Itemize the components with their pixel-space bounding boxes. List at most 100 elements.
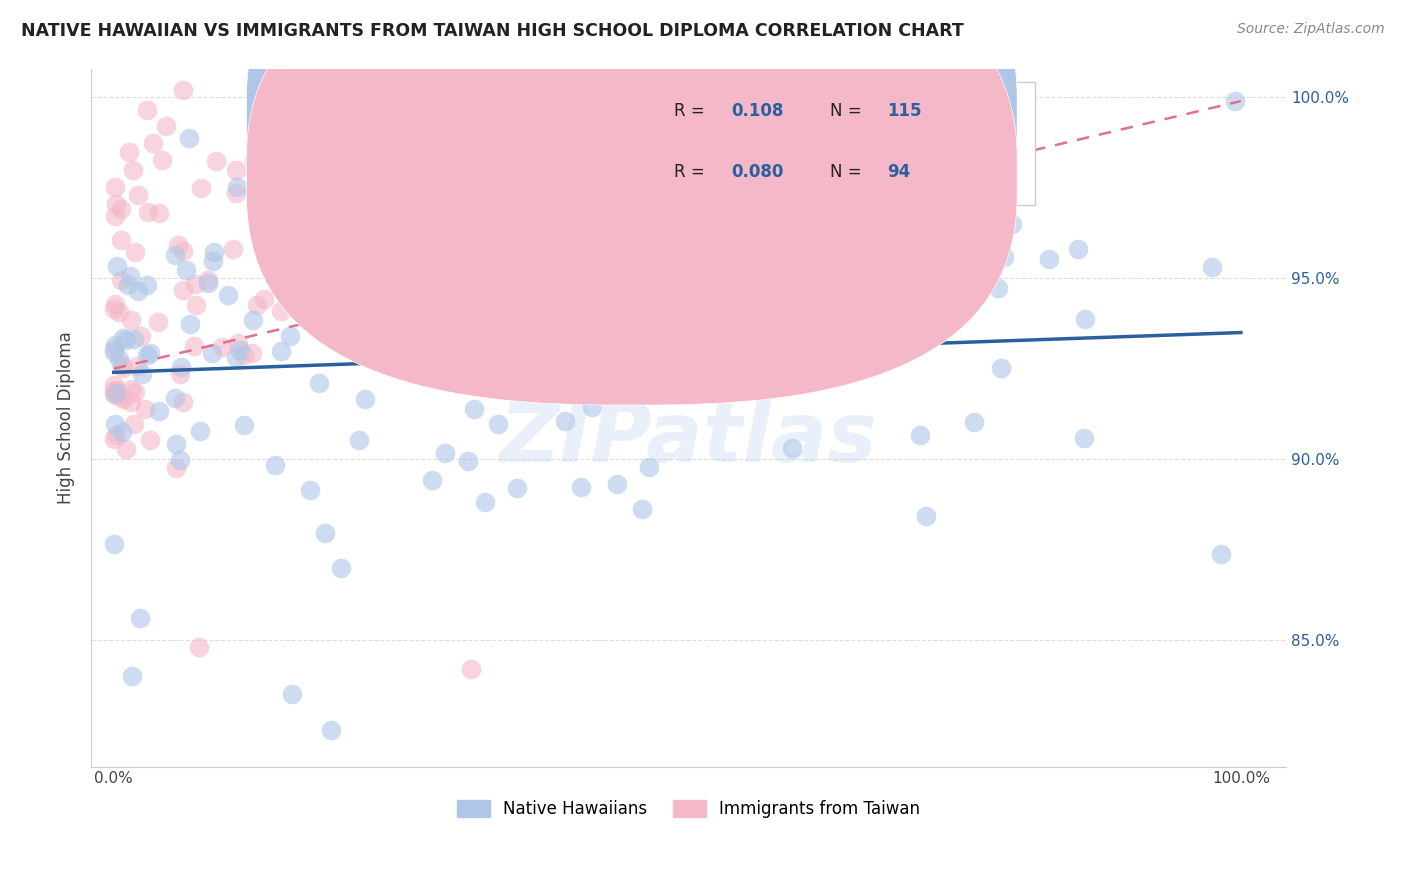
Point bbox=[110, 273, 132, 287]
Point bbox=[599, 349, 621, 363]
Point bbox=[229, 343, 252, 357]
Point bbox=[915, 508, 938, 523]
Point bbox=[858, 319, 880, 334]
Point bbox=[136, 205, 159, 219]
Point bbox=[165, 391, 187, 405]
Point bbox=[481, 194, 503, 209]
Point bbox=[217, 288, 239, 302]
Point bbox=[205, 154, 228, 169]
Point bbox=[1211, 547, 1233, 561]
Point bbox=[111, 425, 134, 439]
Point bbox=[1001, 217, 1024, 231]
Point bbox=[270, 343, 292, 358]
Point bbox=[188, 640, 211, 655]
Text: 94: 94 bbox=[887, 162, 910, 181]
Point bbox=[136, 277, 159, 292]
Text: R =: R = bbox=[675, 102, 710, 120]
Point bbox=[125, 359, 148, 374]
Text: N =: N = bbox=[830, 102, 866, 120]
Point bbox=[416, 310, 439, 325]
Point bbox=[129, 328, 152, 343]
Point bbox=[139, 346, 162, 360]
Point bbox=[717, 222, 740, 236]
Point bbox=[311, 304, 333, 318]
Point bbox=[299, 483, 322, 498]
Point bbox=[104, 180, 127, 194]
Point bbox=[104, 417, 127, 431]
Point bbox=[122, 163, 145, 178]
Point bbox=[416, 192, 439, 206]
Point bbox=[169, 453, 191, 467]
Point bbox=[135, 348, 157, 362]
Point bbox=[970, 112, 993, 127]
Point bbox=[605, 308, 627, 322]
Point bbox=[478, 258, 501, 272]
Point bbox=[105, 260, 128, 274]
Point bbox=[340, 165, 363, 179]
Text: 0.108: 0.108 bbox=[731, 102, 785, 120]
Text: N =: N = bbox=[830, 162, 866, 181]
Point bbox=[1067, 242, 1090, 256]
Point bbox=[170, 359, 193, 374]
Point bbox=[134, 402, 156, 417]
Point bbox=[115, 442, 138, 456]
Point bbox=[104, 337, 127, 351]
Point bbox=[987, 281, 1010, 295]
Point bbox=[172, 83, 194, 97]
Point bbox=[112, 360, 135, 375]
Point bbox=[1074, 312, 1097, 326]
Point bbox=[423, 184, 446, 198]
Point bbox=[124, 417, 146, 431]
Point bbox=[949, 274, 972, 288]
Point bbox=[605, 373, 627, 387]
Point bbox=[354, 277, 377, 292]
Point bbox=[127, 284, 149, 298]
FancyBboxPatch shape bbox=[246, 0, 1017, 405]
Point bbox=[496, 231, 519, 245]
Point bbox=[242, 312, 264, 326]
Point bbox=[252, 292, 274, 306]
Point bbox=[1201, 260, 1223, 275]
Point bbox=[434, 168, 457, 182]
Point bbox=[602, 347, 624, 361]
Point bbox=[169, 367, 191, 381]
Point bbox=[318, 125, 340, 139]
Point bbox=[110, 233, 132, 247]
Point bbox=[506, 481, 529, 495]
Point bbox=[117, 278, 139, 293]
Point bbox=[184, 298, 207, 312]
Point bbox=[434, 445, 457, 459]
Point bbox=[232, 348, 254, 362]
Point bbox=[463, 401, 485, 416]
Point bbox=[165, 461, 187, 475]
Point bbox=[104, 209, 127, 223]
Point bbox=[308, 376, 330, 390]
Point bbox=[780, 441, 803, 455]
Point bbox=[875, 277, 897, 291]
Point bbox=[252, 172, 274, 186]
Y-axis label: High School Diploma: High School Diploma bbox=[58, 331, 75, 504]
Point bbox=[120, 395, 142, 409]
Point bbox=[108, 304, 131, 318]
Point bbox=[167, 237, 190, 252]
Point bbox=[202, 253, 225, 268]
Point bbox=[470, 218, 492, 232]
Point bbox=[454, 112, 477, 127]
Point bbox=[188, 424, 211, 438]
Point bbox=[120, 312, 142, 326]
Point bbox=[280, 329, 302, 343]
Point bbox=[108, 390, 131, 404]
Point bbox=[322, 259, 344, 273]
FancyBboxPatch shape bbox=[246, 0, 1017, 344]
Point bbox=[103, 433, 125, 447]
Point bbox=[135, 103, 157, 117]
Point bbox=[636, 286, 658, 301]
Text: ZIPatlas: ZIPatlas bbox=[499, 398, 877, 479]
Point bbox=[226, 335, 249, 350]
Point bbox=[364, 208, 387, 222]
Point bbox=[197, 277, 219, 291]
Point bbox=[103, 377, 125, 392]
Point bbox=[821, 363, 844, 377]
Point bbox=[202, 244, 225, 259]
Point bbox=[846, 335, 869, 350]
